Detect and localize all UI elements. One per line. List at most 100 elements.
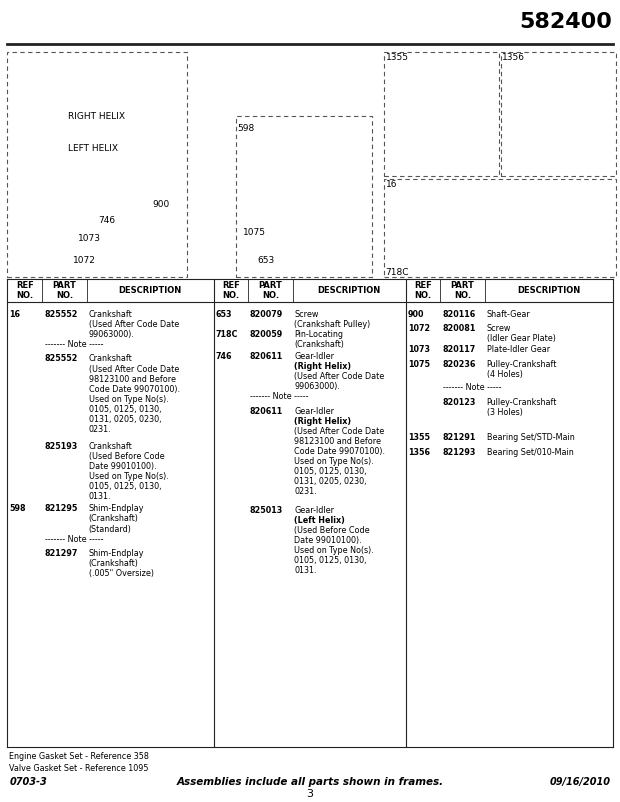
Text: 0131, 0205, 0230,: 0131, 0205, 0230,: [89, 415, 161, 423]
Text: 718C: 718C: [386, 268, 409, 277]
Bar: [384, 179, 616, 277]
Text: (Crankshaft): (Crankshaft): [89, 560, 138, 569]
Text: (Used Before Code: (Used Before Code: [294, 526, 370, 535]
Text: 653: 653: [216, 310, 232, 319]
Text: 16: 16: [386, 180, 397, 189]
Text: Shim-Endplay: Shim-Endplay: [89, 549, 144, 558]
Text: (Used Before Code: (Used Before Code: [89, 452, 164, 461]
Text: REF
NO.: REF NO.: [414, 281, 432, 300]
Text: 1072: 1072: [408, 324, 430, 333]
Text: 821291: 821291: [443, 433, 476, 442]
Text: 820236: 820236: [443, 360, 476, 369]
Text: Date 99010100).: Date 99010100).: [294, 536, 362, 545]
Text: 825013: 825013: [250, 506, 283, 515]
Text: Used on Type No(s).: Used on Type No(s).: [294, 546, 374, 555]
Text: 98123100 and Before: 98123100 and Before: [294, 436, 381, 446]
Text: 0231.: 0231.: [294, 487, 317, 496]
Text: 900: 900: [152, 200, 169, 209]
Text: (Used After Code Date: (Used After Code Date: [89, 364, 179, 374]
Text: 746: 746: [216, 352, 232, 361]
Text: Crankshaft: Crankshaft: [89, 442, 133, 451]
Text: 1356: 1356: [502, 53, 525, 63]
Text: 0131.: 0131.: [294, 566, 317, 575]
Text: 598: 598: [9, 504, 26, 513]
Text: Pulley-Crankshaft: Pulley-Crankshaft: [487, 360, 557, 369]
Text: 0105, 0125, 0130,: 0105, 0125, 0130,: [89, 482, 161, 491]
Text: Shim-Endplay: Shim-Endplay: [89, 504, 144, 513]
Text: DESCRIPTION: DESCRIPTION: [517, 286, 580, 295]
Text: Code Date 99070100).: Code Date 99070100).: [294, 447, 386, 456]
Text: 1072: 1072: [73, 256, 96, 265]
Text: PART
NO.: PART NO.: [259, 281, 282, 300]
Text: Plate-Idler Gear: Plate-Idler Gear: [487, 345, 550, 354]
Text: Pulley-Crankshaft: Pulley-Crankshaft: [487, 398, 557, 407]
Text: Valve Gasket Set - Reference 1095: Valve Gasket Set - Reference 1095: [9, 764, 149, 772]
Text: (Used After Code Date: (Used After Code Date: [294, 427, 385, 435]
Text: 821297: 821297: [45, 549, 78, 558]
Text: PART
NO.: PART NO.: [53, 281, 76, 300]
Text: 653: 653: [257, 256, 275, 265]
Text: 0231.: 0231.: [89, 425, 111, 434]
Text: 0105, 0125, 0130,: 0105, 0125, 0130,: [294, 467, 367, 476]
Text: Screw: Screw: [487, 324, 511, 333]
Bar: [384, 52, 499, 176]
Text: Used on Type No(s).: Used on Type No(s).: [294, 457, 374, 466]
Text: 821295: 821295: [45, 504, 78, 513]
Bar: [501, 52, 616, 176]
Text: 825552: 825552: [45, 354, 78, 363]
Text: 598: 598: [237, 124, 254, 133]
Bar: [236, 116, 372, 277]
Text: 1073: 1073: [408, 345, 430, 354]
Text: 820611: 820611: [250, 407, 283, 415]
Text: 820123: 820123: [443, 398, 476, 407]
Text: DESCRIPTION: DESCRIPTION: [118, 286, 182, 295]
Text: Gear-Idler: Gear-Idler: [294, 506, 335, 515]
Text: Used on Type No(s).: Used on Type No(s).: [89, 395, 169, 403]
Text: 1075: 1075: [408, 360, 430, 369]
Text: 820117: 820117: [443, 345, 476, 354]
Text: 582400: 582400: [520, 12, 613, 32]
Text: Shaft-Gear: Shaft-Gear: [487, 310, 531, 319]
Text: (Right Helix): (Right Helix): [294, 417, 352, 426]
Text: 820611: 820611: [250, 352, 283, 361]
Text: (Used After Code Date: (Used After Code Date: [294, 372, 385, 381]
Text: 718C: 718C: [216, 330, 238, 339]
Text: (Crankshaft): (Crankshaft): [294, 340, 344, 350]
Text: 99063000).: 99063000).: [294, 382, 340, 391]
Text: 820059: 820059: [250, 330, 283, 339]
Text: (.005" Oversize): (.005" Oversize): [89, 569, 154, 578]
Text: 1355: 1355: [386, 53, 409, 63]
Text: (Left Helix): (Left Helix): [294, 516, 345, 525]
Text: Gear-Idler: Gear-Idler: [294, 352, 335, 361]
Text: 0105, 0125, 0130,: 0105, 0125, 0130,: [89, 404, 161, 414]
Text: 1356: 1356: [408, 448, 430, 456]
Text: Gear-Idler: Gear-Idler: [294, 407, 335, 415]
Text: ------- Note -----: ------- Note -----: [250, 392, 308, 401]
Text: (Standard): (Standard): [89, 525, 131, 533]
Text: (Idler Gear Plate): (Idler Gear Plate): [487, 334, 556, 343]
Text: 0131, 0205, 0230,: 0131, 0205, 0230,: [294, 476, 367, 486]
Text: 1355: 1355: [408, 433, 430, 442]
Text: Bearing Set/STD-Main: Bearing Set/STD-Main: [487, 433, 575, 442]
Text: PART
NO.: PART NO.: [451, 281, 474, 300]
Text: Assemblies include all parts shown in frames.: Assemblies include all parts shown in fr…: [177, 777, 443, 787]
Text: Pin-Locating: Pin-Locating: [294, 330, 343, 339]
Text: ------- Note -----: ------- Note -----: [443, 383, 501, 392]
Text: 900: 900: [408, 310, 425, 319]
Text: 820081: 820081: [443, 324, 476, 333]
Text: 0105, 0125, 0130,: 0105, 0125, 0130,: [294, 557, 367, 565]
Text: 825552: 825552: [45, 310, 78, 319]
Text: 0131.: 0131.: [89, 492, 111, 501]
Text: Date 99010100).: Date 99010100).: [89, 462, 156, 471]
Text: 1075: 1075: [243, 228, 266, 237]
Text: 746: 746: [98, 216, 115, 225]
Text: 820116: 820116: [443, 310, 476, 319]
Text: (Right Helix): (Right Helix): [294, 362, 352, 371]
Text: 821293: 821293: [443, 448, 476, 456]
Text: RIGHT HELIX: RIGHT HELIX: [68, 111, 125, 121]
Text: DESCRIPTION: DESCRIPTION: [317, 286, 381, 295]
Text: Crankshaft: Crankshaft: [89, 310, 133, 319]
Text: (Crankshaft Pulley): (Crankshaft Pulley): [294, 320, 371, 330]
Text: Engine Gasket Set - Reference 358: Engine Gasket Set - Reference 358: [9, 752, 149, 761]
Text: 1073: 1073: [78, 233, 100, 243]
